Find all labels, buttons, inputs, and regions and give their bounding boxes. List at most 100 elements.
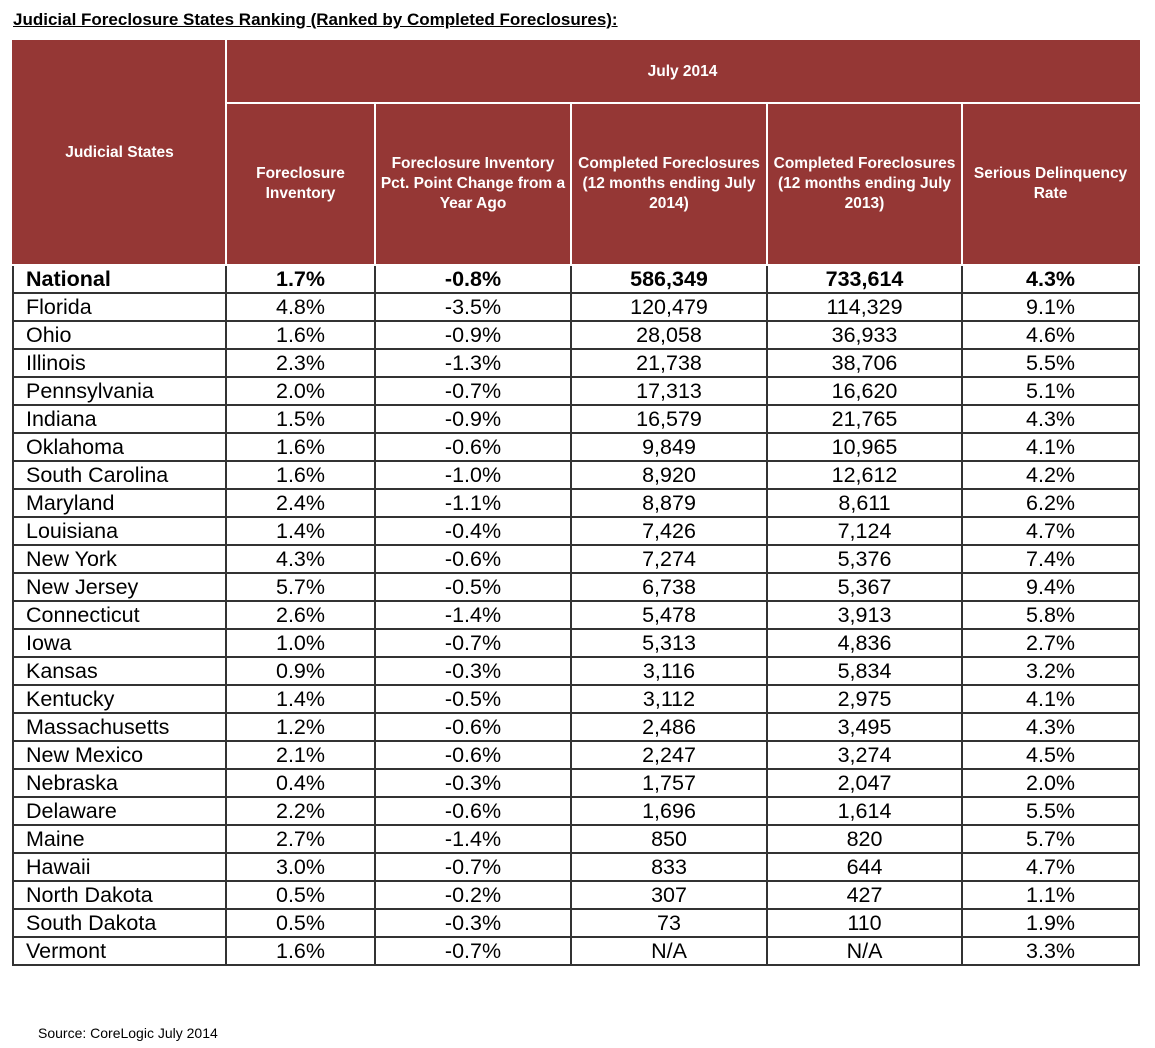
cell-inventory-change: -0.5% [374,572,572,602]
cell-inventory-change: -0.7% [374,852,572,882]
cell-foreclosure-inventory: 2.1% [225,740,376,770]
table-row: Massachusetts 1.2% -0.6% 2,486 3,495 4.3% [12,712,1141,742]
cell-serious-delinquency: 4.5% [960,740,1141,770]
cell-state-name: Connecticut [12,600,227,630]
cell-completed-2014: 586,349 [570,264,768,294]
cell-completed-2013: 5,376 [766,544,963,574]
cell-inventory-change: -1.3% [374,348,572,378]
cell-completed-2013: 110 [766,908,963,938]
cell-completed-2014: 9,849 [570,432,768,462]
table-row: Florida 4.8% -3.5% 120,479 114,329 9.1% [12,292,1141,322]
cell-foreclosure-inventory: 2.2% [225,796,376,826]
cell-foreclosure-inventory: 2.7% [225,824,376,854]
table-row: Illinois 2.3% -1.3% 21,738 38,706 5.5% [12,348,1141,378]
header-completed-2014: Completed Foreclosures (12 months ending… [570,102,768,266]
cell-completed-2013: N/A [766,936,963,966]
cell-state-name: Delaware [12,796,227,826]
cell-foreclosure-inventory: 4.3% [225,544,376,574]
cell-completed-2013: 2,047 [766,768,963,798]
table-row: Hawaii 3.0% -0.7% 833 644 4.7% [12,852,1141,882]
table-row: Vermont 1.6% -0.7% N/A N/A 3.3% [12,936,1141,966]
cell-completed-2013: 2,975 [766,684,963,714]
cell-inventory-change: -0.3% [374,768,572,798]
cell-foreclosure-inventory: 0.5% [225,908,376,938]
cell-inventory-change: -0.7% [374,628,572,658]
cell-completed-2013: 114,329 [766,292,963,322]
cell-inventory-change: -0.8% [374,264,572,294]
cell-completed-2014: 8,879 [570,488,768,518]
table-row: Delaware 2.2% -0.6% 1,696 1,614 5.5% [12,796,1141,826]
cell-completed-2013: 36,933 [766,320,963,350]
cell-foreclosure-inventory: 3.0% [225,852,376,882]
cell-completed-2014: 2,486 [570,712,768,742]
cell-completed-2014: 8,920 [570,460,768,490]
cell-foreclosure-inventory: 4.8% [225,292,376,322]
cell-completed-2014: 21,738 [570,348,768,378]
cell-inventory-change: -0.6% [374,740,572,770]
cell-serious-delinquency: 9.1% [960,292,1141,322]
cell-inventory-change: -3.5% [374,292,572,322]
cell-foreclosure-inventory: 1.7% [225,264,376,294]
table-row: South Dakota 0.5% -0.3% 73 110 1.9% [12,908,1141,938]
cell-completed-2013: 16,620 [766,376,963,406]
cell-completed-2013: 820 [766,824,963,854]
cell-serious-delinquency: 2.7% [960,628,1141,658]
table-row: Louisiana 1.4% -0.4% 7,426 7,124 4.7% [12,516,1141,546]
header-inventory-change: Foreclosure Inventory Pct. Point Change … [374,102,572,266]
table-row: Ohio 1.6% -0.9% 28,058 36,933 4.6% [12,320,1141,350]
cell-completed-2013: 427 [766,880,963,910]
cell-inventory-change: -0.6% [374,712,572,742]
cell-serious-delinquency: 1.1% [960,880,1141,910]
cell-inventory-change: -0.6% [374,544,572,574]
cell-serious-delinquency: 6.2% [960,488,1141,518]
table-row-national: National 1.7% -0.8% 586,349 733,614 4.3% [12,264,1141,294]
cell-state-name: Ohio [12,320,227,350]
cell-serious-delinquency: 5.7% [960,824,1141,854]
cell-serious-delinquency: 5.8% [960,600,1141,630]
cell-foreclosure-inventory: 1.6% [225,936,376,966]
cell-state-name: New York [12,544,227,574]
cell-state-name: Pennsylvania [12,376,227,406]
cell-inventory-change: -0.9% [374,404,572,434]
cell-completed-2013: 3,495 [766,712,963,742]
cell-completed-2014: 3,112 [570,684,768,714]
cell-state-name: Kentucky [12,684,227,714]
cell-completed-2014: 16,579 [570,404,768,434]
cell-serious-delinquency: 4.1% [960,432,1141,462]
cell-serious-delinquency: 7.4% [960,544,1141,574]
cell-foreclosure-inventory: 1.0% [225,628,376,658]
cell-serious-delinquency: 5.5% [960,796,1141,826]
cell-serious-delinquency: 4.3% [960,404,1141,434]
cell-foreclosure-inventory: 1.6% [225,320,376,350]
cell-inventory-change: -0.3% [374,656,572,686]
table-row: Pennsylvania 2.0% -0.7% 17,313 16,620 5.1% [12,376,1141,406]
table-row: North Dakota 0.5% -0.2% 307 427 1.1% [12,880,1141,910]
cell-completed-2014: 307 [570,880,768,910]
cell-completed-2014: 7,274 [570,544,768,574]
cell-foreclosure-inventory: 2.4% [225,488,376,518]
cell-state-name: National [12,264,227,294]
cell-state-name: Iowa [12,628,227,658]
cell-state-name: Illinois [12,348,227,378]
cell-completed-2013: 12,612 [766,460,963,490]
source-note: Source: CoreLogic July 2014 [38,1025,218,1041]
cell-state-name: Kansas [12,656,227,686]
cell-completed-2014: 28,058 [570,320,768,350]
header-judicial-states: Judicial States [12,40,227,266]
table-row: South Carolina 1.6% -1.0% 8,920 12,612 4.2% [12,460,1141,490]
cell-state-name: New Jersey [12,572,227,602]
cell-inventory-change: -1.4% [374,824,572,854]
cell-foreclosure-inventory: 0.4% [225,768,376,798]
cell-inventory-change: -0.4% [374,516,572,546]
cell-completed-2014: 73 [570,908,768,938]
cell-state-name: Indiana [12,404,227,434]
cell-serious-delinquency: 4.3% [960,264,1141,294]
cell-completed-2013: 21,765 [766,404,963,434]
header-serious-delinquency: Serious Delinquency Rate [960,102,1141,266]
cell-foreclosure-inventory: 0.9% [225,656,376,686]
table-row: Nebraska 0.4% -0.3% 1,757 2,047 2.0% [12,768,1141,798]
cell-state-name: Vermont [12,936,227,966]
cell-completed-2014: 833 [570,852,768,882]
cell-completed-2014: N/A [570,936,768,966]
cell-completed-2013: 5,367 [766,572,963,602]
